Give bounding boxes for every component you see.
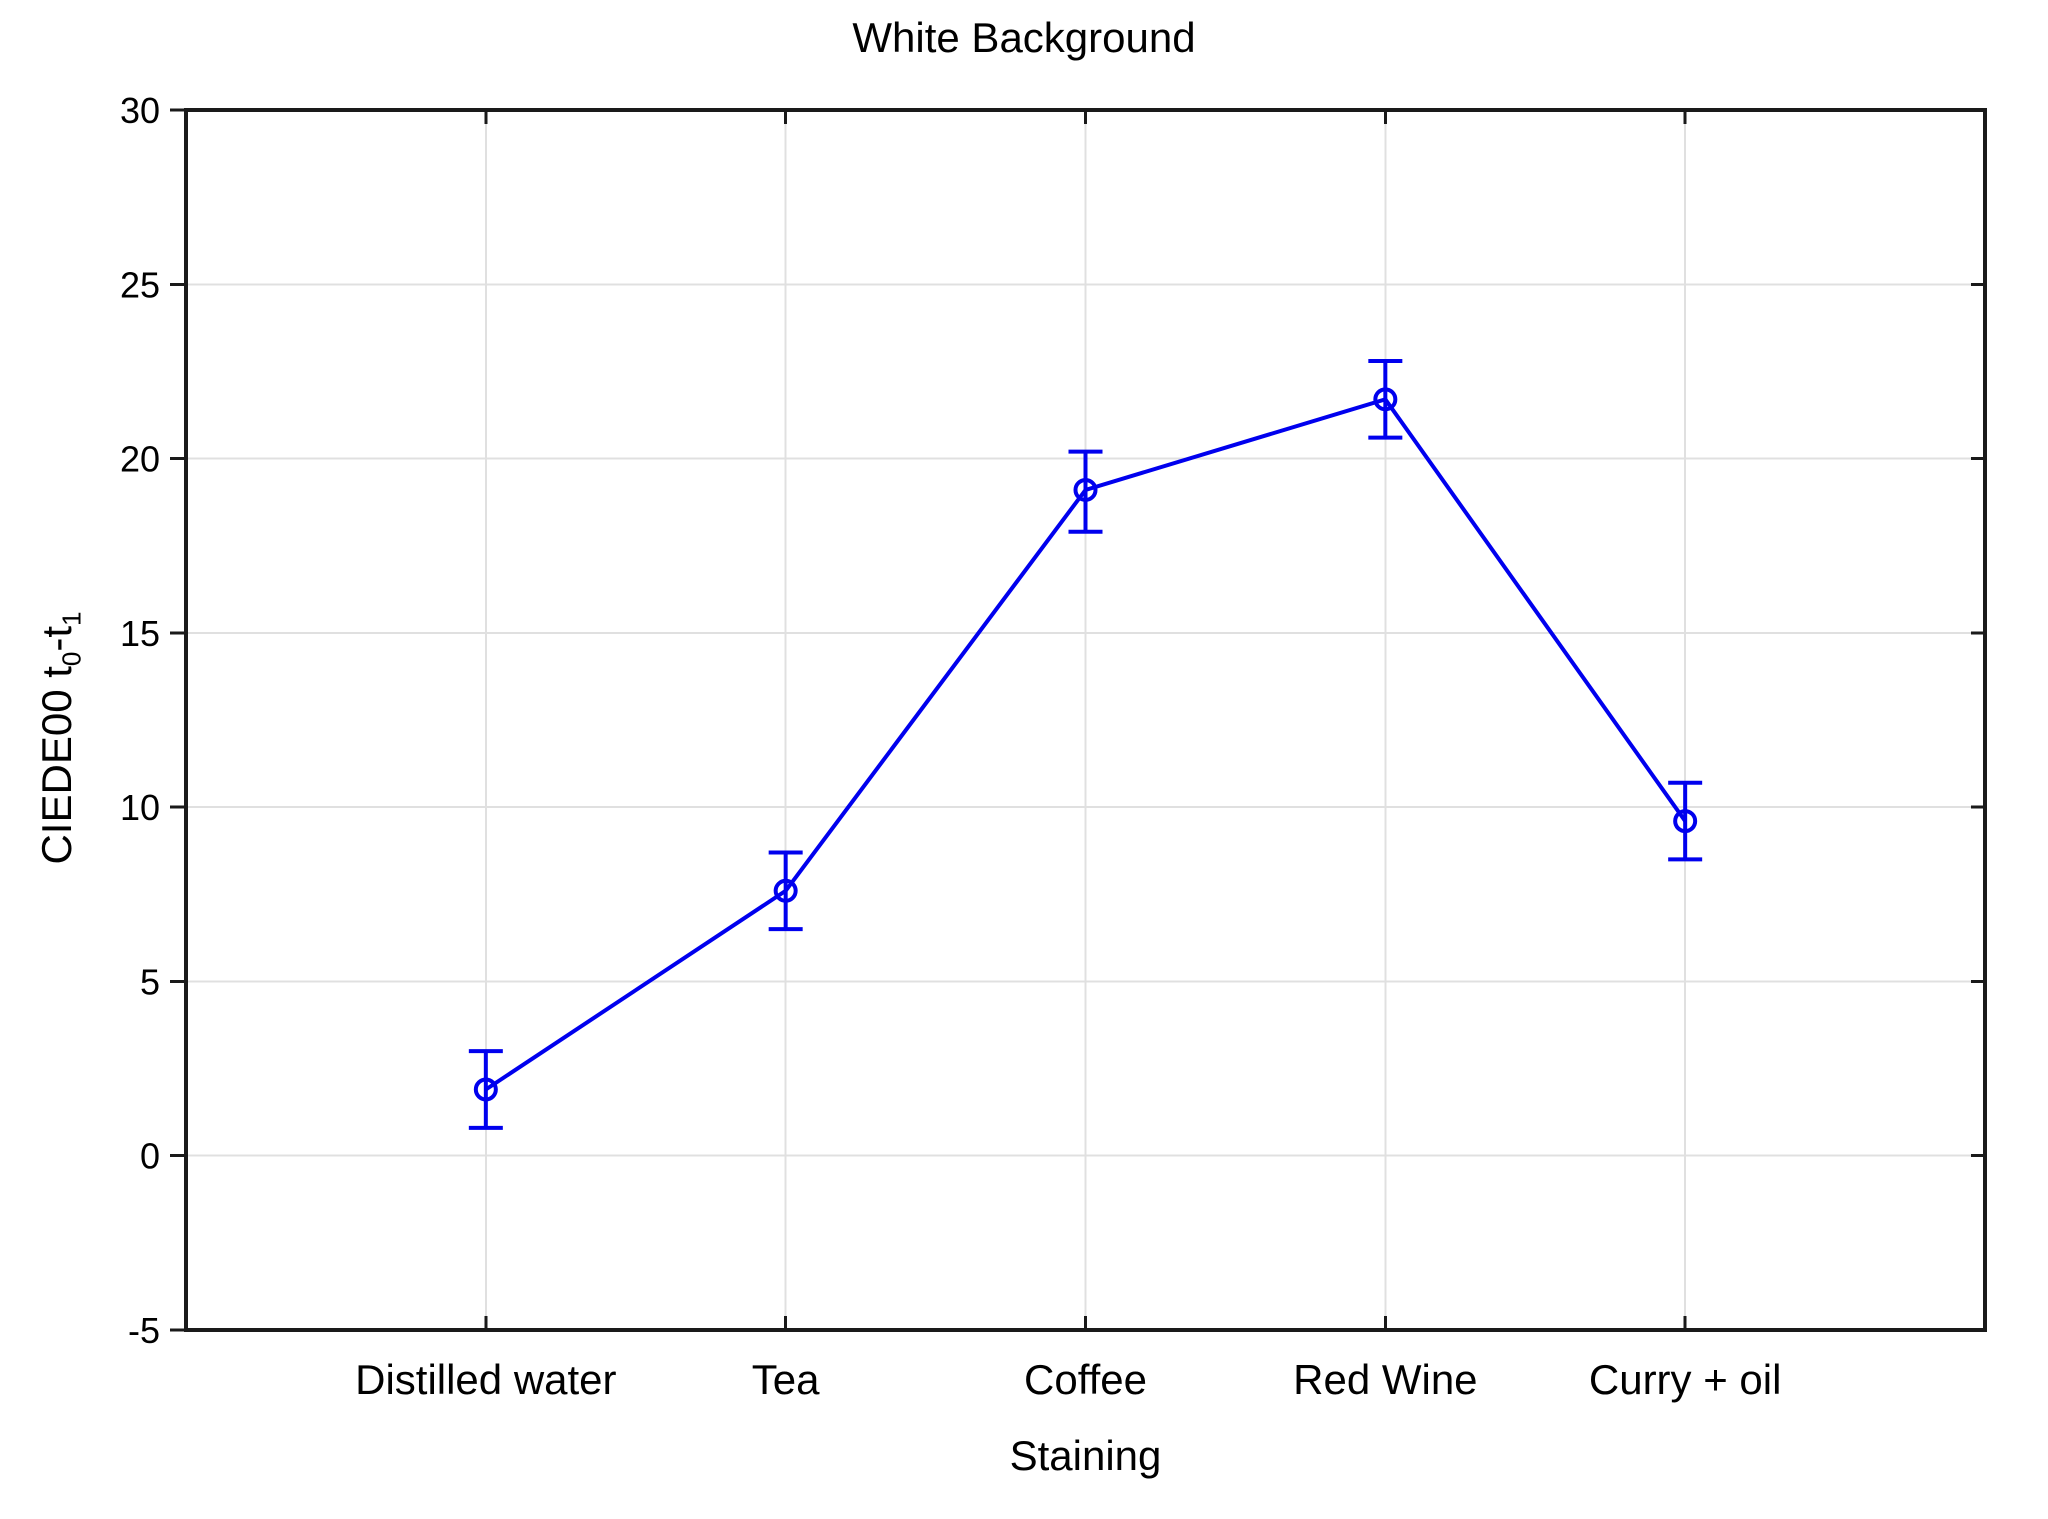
y-tick-label: 15 (120, 613, 160, 654)
x-axis-title: Staining (1009, 1432, 1162, 1479)
y-tick-label: 25 (120, 264, 160, 305)
y-tick-label: 10 (120, 787, 160, 828)
series-line (484, 396, 1687, 1092)
x-category-label: Distilled water (355, 1356, 616, 1403)
data-point-marker (773, 878, 798, 903)
y-tick-label: 30 (120, 90, 160, 131)
x-category-label: Red Wine (1293, 1356, 1477, 1403)
data-point-marker (1373, 387, 1398, 412)
y-tick-label: -5 (128, 1310, 160, 1351)
x-category-label: Tea (752, 1356, 820, 1403)
y-tick-label: 20 (120, 439, 160, 480)
y-tick-label: 0 (140, 1136, 160, 1177)
x-category-label: Coffee (1024, 1356, 1147, 1403)
data-point-marker (1673, 809, 1698, 834)
chart-title: White Background (852, 14, 1196, 61)
y-tick-label: 5 (140, 961, 160, 1002)
data-point-marker (473, 1077, 498, 1102)
x-category-label: Curry + oil (1589, 1356, 1782, 1403)
data-point-marker (1073, 477, 1098, 502)
